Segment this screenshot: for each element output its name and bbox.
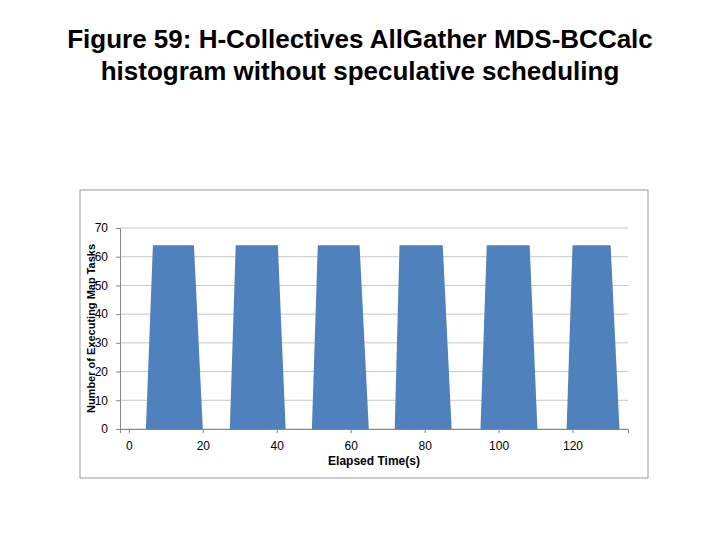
x-tick: 120	[563, 429, 583, 453]
x-tick-label: 40	[271, 439, 285, 453]
y-axis: 0 10 20 30 40 50 60 70	[95, 221, 121, 436]
x-tick-label: 0	[126, 439, 133, 453]
x-tick-label: 120	[563, 439, 583, 453]
grid-line	[120, 256, 628, 257]
x-tick-mark	[499, 429, 500, 433]
y-tick: 50	[95, 279, 120, 293]
x-tick-mark	[425, 429, 426, 433]
x-tick-label: 80	[418, 439, 432, 453]
y-tick: 60	[95, 250, 120, 264]
grid	[120, 228, 628, 429]
x-tick-mark	[573, 429, 574, 433]
y-tick-mark	[116, 257, 120, 258]
y-tick: 0	[101, 422, 120, 436]
y-tick: 70	[95, 221, 120, 235]
y-tick: 40	[95, 307, 120, 321]
x-tick-label: 60	[345, 439, 359, 453]
y-tick-mark	[116, 372, 120, 373]
x-tick-mark	[129, 429, 130, 433]
y-tick: 10	[95, 394, 120, 408]
y-axis-title: Number of Executing Map Tasks	[85, 244, 97, 413]
y-tick-mark	[116, 314, 120, 315]
y-tick-mark	[116, 429, 120, 430]
x-tick: 80	[418, 429, 432, 453]
x-tick: 0	[126, 429, 133, 453]
grid-line	[120, 228, 628, 229]
y-tick-label: 0	[101, 422, 108, 436]
x-tick: 60	[345, 429, 359, 453]
x-tick-label: 100	[489, 439, 509, 453]
y-axis-line	[116, 229, 121, 430]
title: Figure 59: H-Collectives AllGather MDS-B…	[67, 24, 653, 86]
y-tick-mark	[116, 400, 120, 401]
x-axis-line	[121, 430, 629, 434]
y-tick-mark	[116, 343, 120, 344]
x-tick-mark	[203, 429, 204, 433]
y-tick-mark	[116, 228, 120, 229]
x-tick-mark	[277, 429, 278, 433]
y-tick: 20	[95, 365, 120, 379]
y-tick-label: 70	[95, 221, 109, 235]
y-tick: 30	[95, 336, 120, 350]
area	[129, 245, 628, 429]
plot-area	[129, 245, 628, 429]
x-tick-mark	[351, 429, 352, 433]
x-tick: 40	[271, 429, 285, 453]
x-axis-title: Elapsed Time(s)	[328, 454, 420, 468]
y-tick-mark	[116, 285, 120, 286]
grid-line	[120, 285, 628, 286]
x-tick: 100	[489, 429, 509, 453]
chart: Figure 59: H-Collectives AllGather MDS-B…	[0, 0, 720, 540]
x-tick-label: 20	[197, 439, 211, 453]
x-tick: 20	[197, 429, 211, 453]
x-axis: 0 20 40 60 80 100 120	[121, 429, 629, 453]
chart-frame	[80, 190, 648, 478]
